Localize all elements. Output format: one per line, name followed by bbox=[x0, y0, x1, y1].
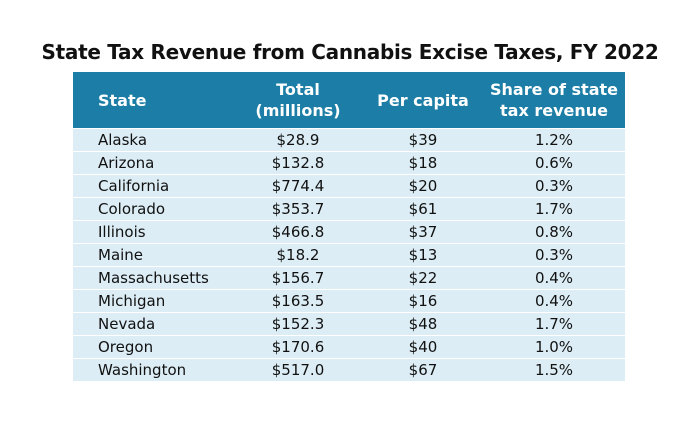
state-cell: Nevada bbox=[73, 312, 233, 336]
value-cell: 0.4% bbox=[483, 266, 625, 290]
state-cell: Massachusetts bbox=[73, 266, 233, 290]
state-cell: Michigan bbox=[73, 289, 233, 313]
table-row: Illinois $466.8 $37 0.8% bbox=[73, 220, 625, 244]
header-cell: Total (millions) bbox=[233, 72, 363, 129]
value-cell: $20 bbox=[363, 174, 483, 198]
header-text: tax revenue bbox=[500, 101, 608, 120]
value-cell: 1.0% bbox=[483, 335, 625, 359]
table-header: State Total (millions) Per capita Share of s… bbox=[73, 72, 625, 129]
table-body: Alaska $28.9 $39 1.2% Arizona $132.8 $18 0.6% Ca… bbox=[73, 128, 625, 381]
table-row: Maine $18.2 $13 0.3% bbox=[73, 243, 625, 267]
value-cell: 0.8% bbox=[483, 220, 625, 244]
header-text: (millions) bbox=[255, 101, 341, 120]
table-title: State Tax Revenue from Cannabis Excise T… bbox=[41, 40, 659, 64]
state-cell: Arizona bbox=[73, 151, 233, 175]
value-cell: $48 bbox=[363, 312, 483, 336]
header-text: State bbox=[98, 90, 147, 110]
state-cell: Washington bbox=[73, 358, 233, 381]
header-cell: Share of state tax revenue bbox=[483, 72, 625, 129]
value-cell: $67 bbox=[363, 358, 483, 381]
value-cell: 0.3% bbox=[483, 243, 625, 267]
value-cell: 1.2% bbox=[483, 128, 625, 152]
state-cell: California bbox=[73, 174, 233, 198]
header-text: Total bbox=[276, 80, 320, 99]
header-cell: State bbox=[73, 72, 233, 129]
value-cell: 1.5% bbox=[483, 358, 625, 381]
header-text: Per capita bbox=[377, 90, 469, 110]
value-cell: $13 bbox=[363, 243, 483, 267]
header-cell: Per capita bbox=[363, 72, 483, 129]
value-cell: $517.0 bbox=[233, 358, 363, 381]
value-cell: 0.3% bbox=[483, 174, 625, 198]
value-cell: 1.7% bbox=[483, 312, 625, 336]
state-cell: Colorado bbox=[73, 197, 233, 221]
value-cell: $22 bbox=[363, 266, 483, 290]
value-cell: $774.4 bbox=[233, 174, 363, 198]
value-cell: $152.3 bbox=[233, 312, 363, 336]
value-cell: $163.5 bbox=[233, 289, 363, 313]
table-row: Oregon $170.6 $40 1.0% bbox=[73, 335, 625, 359]
value-cell: $18.2 bbox=[233, 243, 363, 267]
table-row: Colorado $353.7 $61 1.7% bbox=[73, 197, 625, 221]
value-cell: $39 bbox=[363, 128, 483, 152]
table-row: Alaska $28.9 $39 1.2% bbox=[73, 128, 625, 152]
value-cell: 0.4% bbox=[483, 289, 625, 313]
value-cell: $40 bbox=[363, 335, 483, 359]
value-cell: $61 bbox=[363, 197, 483, 221]
value-cell: $132.8 bbox=[233, 151, 363, 175]
state-cell: Maine bbox=[73, 243, 233, 267]
value-cell: $18 bbox=[363, 151, 483, 175]
value-cell: 0.6% bbox=[483, 151, 625, 175]
state-cell: Alaska bbox=[73, 128, 233, 152]
value-cell: $37 bbox=[363, 220, 483, 244]
value-cell: $170.6 bbox=[233, 335, 363, 359]
value-cell: $156.7 bbox=[233, 266, 363, 290]
value-cell: $466.8 bbox=[233, 220, 363, 244]
header-text: Share of state bbox=[489, 80, 618, 99]
value-cell: $353.7 bbox=[233, 197, 363, 221]
table-row: Washington $517.0 $67 1.5% bbox=[73, 358, 625, 381]
value-cell: 1.7% bbox=[483, 197, 625, 221]
table-row: Arizona $132.8 $18 0.6% bbox=[73, 151, 625, 175]
state-cell: Oregon bbox=[73, 335, 233, 359]
table-row: Michigan $163.5 $16 0.4% bbox=[73, 289, 625, 313]
header-row: State Total (millions) Per capita Share of s… bbox=[73, 72, 625, 129]
table-row: California $774.4 $20 0.3% bbox=[73, 174, 625, 198]
value-cell: $28.9 bbox=[233, 128, 363, 152]
value-cell: $16 bbox=[363, 289, 483, 313]
table-row: Nevada $152.3 $48 1.7% bbox=[73, 312, 625, 336]
state-cell: Illinois bbox=[73, 220, 233, 244]
table-row: Massachusetts $156.7 $22 0.4% bbox=[73, 266, 625, 290]
data-table: State Total (millions) Per capita Share of s… bbox=[73, 72, 625, 381]
